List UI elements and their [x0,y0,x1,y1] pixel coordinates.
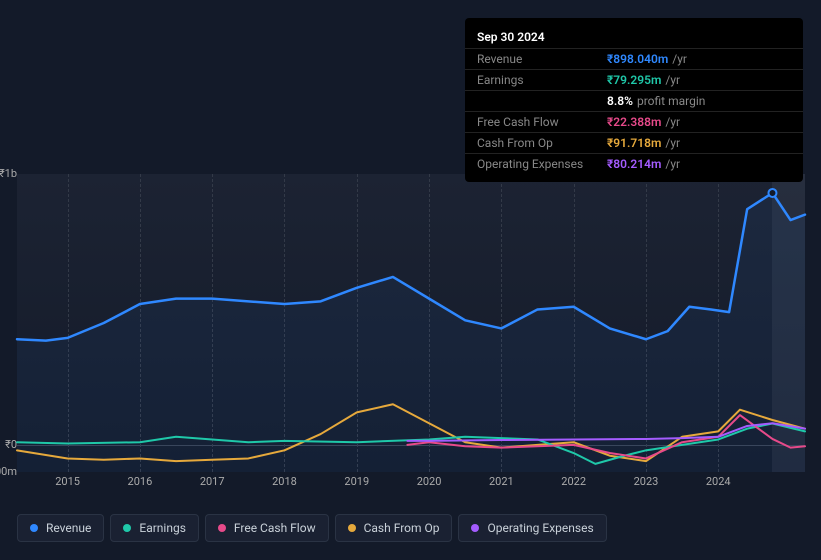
legend-label: Cash From Op [364,521,440,535]
legend-item-cash-from-op[interactable]: Cash From Op [335,514,453,542]
legend: Revenue Earnings Free Cash Flow Cash From O… [17,514,607,542]
legend-dot-icon [30,524,38,532]
tooltip-row: Cash From Op₹91.718m/yr [465,132,803,153]
tooltip-date: Sep 30 2024 [465,26,803,48]
legend-item-revenue[interactable]: Revenue [17,514,104,542]
x-tick: 2018 [272,475,297,488]
legend-label: Revenue [46,521,91,535]
tooltip-label: Free Cash Flow [477,115,607,129]
legend-item-earnings[interactable]: Earnings [110,514,199,542]
tooltip-value: ₹91.718m [607,136,661,150]
y-tick: ₹0 [0,438,17,451]
tooltip-row: Free Cash Flow₹22.388m/yr [465,111,803,132]
x-tick: 2021 [489,475,514,488]
financials-chart[interactable]: ₹1b₹0-₹100m 2015201620172018201920202021… [17,160,805,480]
tooltip-unit: /yr [672,52,687,66]
tooltip-unit: /yr [665,73,680,87]
tooltip-value: ₹22.388m [607,115,661,129]
cursor-marker [768,189,776,197]
tooltip-row: Operating Expenses₹80.214m/yr [465,153,803,174]
tooltip-unit: /yr [665,136,680,150]
legend-dot-icon [471,524,479,532]
legend-label: Free Cash Flow [234,521,316,535]
tooltip-value: ₹898.040m [607,52,668,66]
tooltip-label: Earnings [477,73,607,87]
y-tick: ₹1b [0,167,17,180]
tooltip-rows: Revenue₹898.040m/yrEarnings₹79.295m/yr8.… [465,48,803,174]
tooltip-label: Cash From Op [477,136,607,150]
tooltip-label [477,94,607,108]
tooltip-unit: /yr [665,157,680,171]
tooltip-value: ₹80.214m [607,157,661,171]
legend-label: Operating Expenses [487,521,593,535]
x-tick: 2017 [200,475,225,488]
tooltip-label: Operating Expenses [477,157,607,171]
legend-dot-icon [218,524,226,532]
legend-label: Earnings [139,521,186,535]
x-tick: 2024 [706,475,731,488]
revenue-fill [17,193,805,472]
chart-tooltip: Sep 30 2024 Revenue₹898.040m/yrEarnings₹… [465,18,803,182]
legend-item-free-cash-flow[interactable]: Free Cash Flow [205,514,329,542]
y-tick: -₹100m [0,465,17,478]
tooltip-row: 8.8% profit margin [465,90,803,111]
x-tick: 2022 [561,475,586,488]
legend-item-operating-expenses[interactable]: Operating Expenses [458,514,606,542]
legend-dot-icon [123,524,131,532]
x-tick: 2023 [634,475,659,488]
x-tick: 2019 [344,475,369,488]
tooltip-value: 8.8% [607,94,633,108]
tooltip-label: Revenue [477,52,607,66]
x-tick: 2016 [128,475,153,488]
tooltip-row: Revenue₹898.040m/yr [465,48,803,69]
x-tick: 2015 [55,475,80,488]
tooltip-unit: /yr [665,115,680,129]
series-lines [17,174,805,472]
plot-area[interactable] [17,174,805,472]
x-tick: 2020 [417,475,442,488]
tooltip-value: ₹79.295m [607,73,661,87]
tooltip-row: Earnings₹79.295m/yr [465,69,803,90]
tooltip-unit: profit margin [637,94,705,108]
legend-dot-icon [348,524,356,532]
